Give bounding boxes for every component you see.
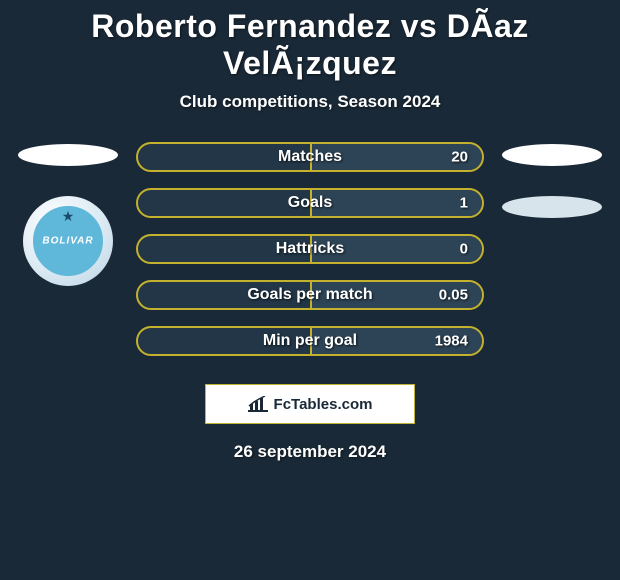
stat-fill <box>310 236 482 262</box>
left-side: ★ BOLIVAR <box>8 142 128 372</box>
right-side <box>492 142 612 372</box>
stat-row: Goals1 <box>136 188 484 218</box>
stat-row: Matches20 <box>136 142 484 172</box>
subtitle: Club competitions, Season 2024 <box>0 92 620 112</box>
chart-icon <box>248 396 268 412</box>
credit-box: FcTables.com <box>205 384 415 424</box>
player-right-placeholder-1 <box>502 144 602 166</box>
stat-fill <box>310 282 482 308</box>
stat-fill <box>310 328 482 354</box>
page-title: Roberto Fernandez vs DÃ­az VelÃ¡zquez <box>0 0 620 82</box>
stat-fill <box>310 190 482 216</box>
badge-inner: ★ BOLIVAR <box>33 206 103 276</box>
credit-text: FcTables.com <box>274 396 373 413</box>
stat-fill <box>310 144 482 170</box>
stat-row: Min per goal1984 <box>136 326 484 356</box>
stat-row: Goals per match0.05 <box>136 280 484 310</box>
badge-star-icon: ★ <box>62 208 75 225</box>
player-left-placeholder <box>18 144 118 166</box>
player-right-placeholder-2 <box>502 196 602 218</box>
stat-row: Hattricks0 <box>136 234 484 264</box>
club-badge: ★ BOLIVAR <box>18 196 118 286</box>
date-text: 26 september 2024 <box>0 442 620 462</box>
content-area: ★ BOLIVAR Matches20 Goals1 Hattricks0 Goals… <box>0 142 620 372</box>
badge-text: BOLIVAR <box>42 236 93 247</box>
badge-circle: ★ BOLIVAR <box>23 196 113 286</box>
stat-bars: Matches20 Goals1 Hattricks0 Goals per match… <box>128 142 492 372</box>
